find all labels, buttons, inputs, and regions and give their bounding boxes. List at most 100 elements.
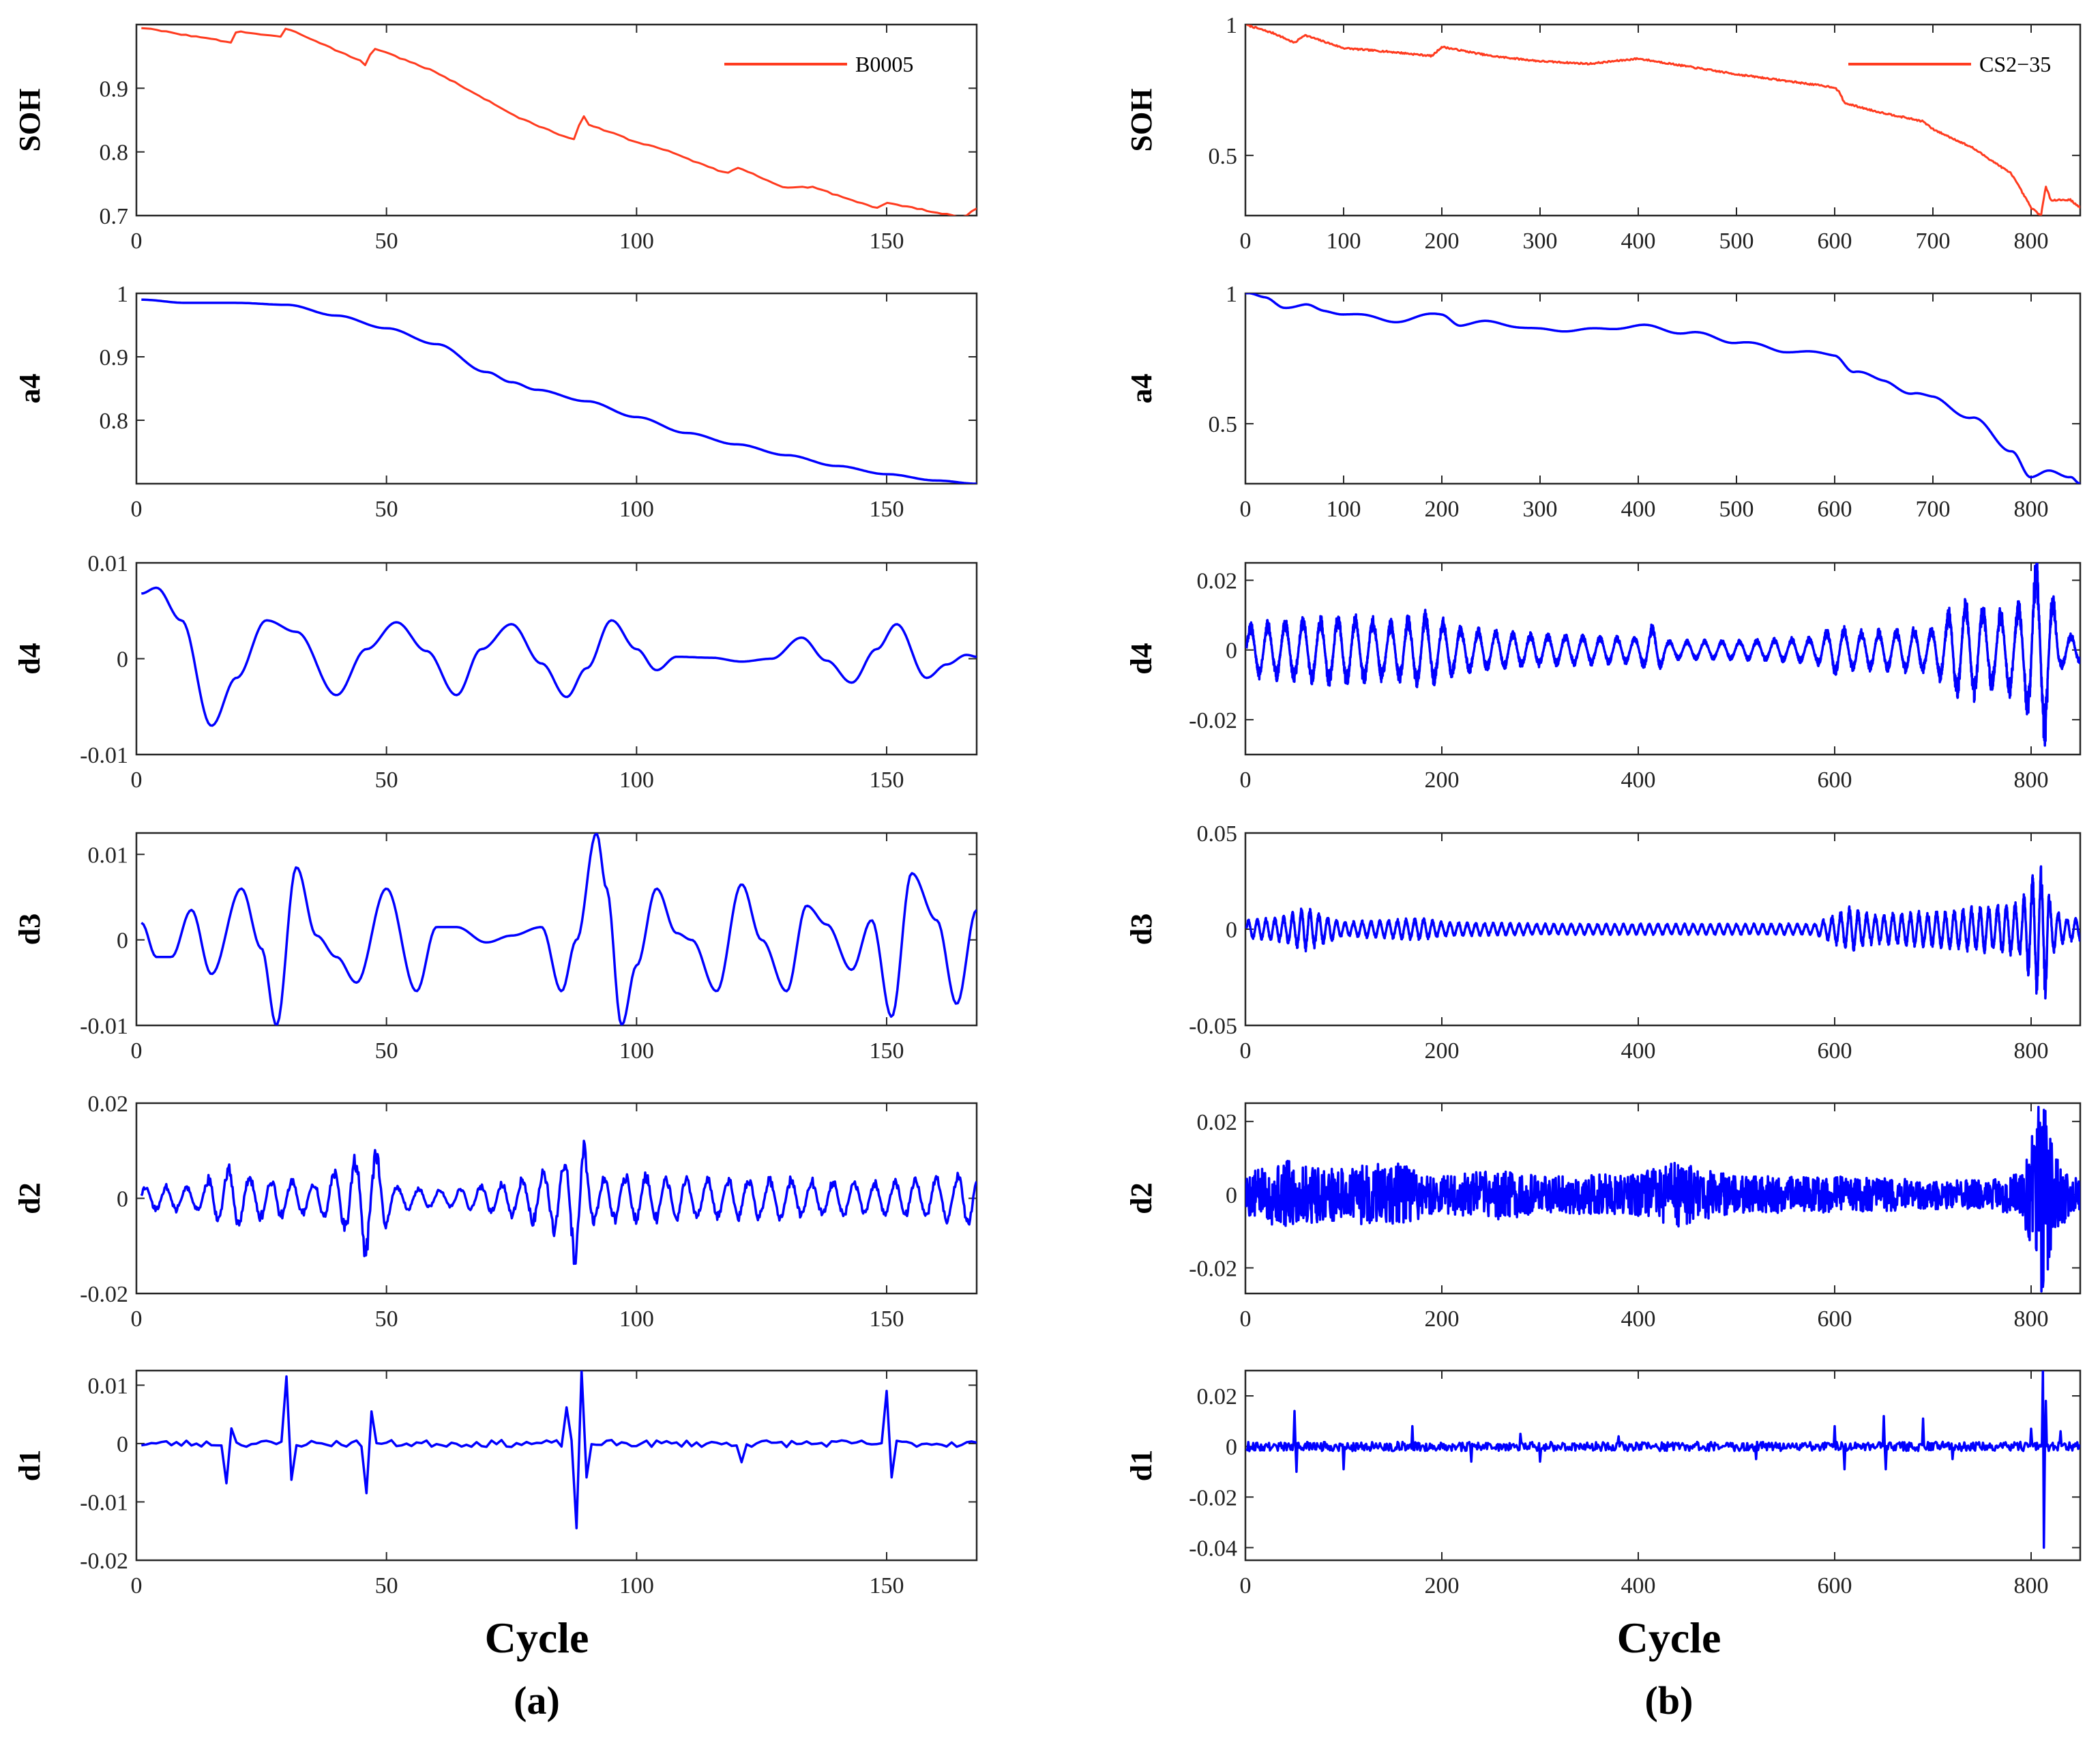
x-tick-label: 200 [1425,1038,1460,1064]
x-tick-label: 800 [2014,1306,2049,1332]
subplot-a4-a: 0 50 100 150 0.8 0.9 1 a4 [13,282,978,522]
x-tick-label: 400 [1621,1038,1656,1064]
x-tick-label: 100 [619,1306,654,1332]
y-tick-label: -0.02 [80,1549,128,1574]
series-line-a4 [141,298,977,484]
x-tick-label: 600 [1818,1573,1852,1598]
x-tick-label: 400 [1621,229,1656,254]
y-tick-label: -0.01 [80,1014,128,1039]
y-axis-label: SOH [1125,89,1158,152]
x-tick-label: 600 [1818,768,1852,793]
x-tick-label: 700 [1916,497,1951,522]
x-tick-label: 100 [1327,497,1361,522]
legend-label: CS2−35 [1979,52,2051,76]
x-tick-label: 800 [2014,229,2049,254]
x-tick-label: 200 [1425,768,1460,793]
legend: CS2−35 [1848,52,2051,76]
axes-box [135,561,978,756]
axes-box [135,1102,978,1295]
axes-box [1244,832,2082,1027]
series-line-a4 [1245,293,2080,484]
x-tick-label: 300 [1523,497,1558,522]
y-axis-label: d4 [1125,643,1158,674]
subplot-soh-a: 0 50 100 150 0.7 0.8 0.9 SOH B0005 [13,23,978,254]
x-tick-label: 400 [1621,497,1656,522]
x-tick-label: 0 [131,1573,143,1598]
subplot-d1-a: 0 50 100 150 -0.02 -0.01 0 0.01 d1 [13,1369,978,1598]
x-tick-label: 700 [1916,229,1951,254]
x-tick-label: 150 [870,768,904,793]
y-tick-label: 0 [1226,1183,1237,1208]
x-tick-label: 600 [1818,1306,1852,1332]
series-line-d3 [141,833,977,1025]
axes-box [135,1369,978,1562]
x-tick-label: 0 [131,497,143,522]
x-axis-label-cycle-a: Cycle [485,1613,589,1662]
x-tick-label: 50 [375,497,398,522]
y-tick-label: 0 [1226,1435,1237,1460]
y-axis-label: a4 [1125,374,1158,404]
x-tick-label: 0 [1240,497,1252,522]
x-tick-label: 0 [1240,1573,1252,1598]
x-axis-label-cycle-b: Cycle [1617,1613,1721,1662]
y-tick-label: 0.5 [1209,412,1238,437]
y-tick-label: 0 [117,1432,128,1457]
y-tick-label: -0.02 [1189,1485,1237,1510]
x-tick-label: 0 [131,229,143,254]
x-tick-label: 400 [1621,768,1656,793]
x-tick-label: 300 [1523,229,1558,254]
x-tick-label: 50 [375,1573,398,1598]
subplot-a4-b: 0 100 200 300 400 500 600 700 800 0.5 1 a4 [1125,282,2082,522]
x-tick-label: 100 [1327,229,1361,254]
legend: B0005 [724,52,913,76]
x-tick-label: 150 [870,497,904,522]
x-tick-label: 0 [1240,768,1252,793]
x-tick-label: 150 [870,1573,904,1598]
y-axis-label: d4 [13,643,46,674]
x-tick-label: 50 [375,1038,398,1064]
y-tick-label: -0.05 [1189,1014,1237,1039]
axes-box [1244,23,2082,217]
panel-label-b: (b) [1645,1678,1694,1723]
series-line-d2 [140,1139,977,1266]
axes-box [135,292,978,485]
y-tick-label: 0 [117,647,128,673]
y-tick-label: -0.02 [1189,1256,1237,1281]
axes-box [1244,1369,2082,1562]
y-tick-label: 0.02 [1197,1384,1238,1409]
x-tick-label: 150 [870,229,904,254]
y-tick-label: 0.8 [100,141,129,166]
y-axis-label: d3 [1125,914,1158,945]
panel-label-a: (a) [514,1678,560,1723]
x-tick-label: 150 [870,1306,904,1332]
x-tick-label: 500 [1719,497,1754,522]
series-line-d3 [1245,865,2080,1000]
axes-box [1244,292,2082,485]
x-tick-label: 0 [1240,1038,1252,1064]
y-tick-label: -0.01 [80,1490,128,1515]
x-tick-label: 50 [375,768,398,793]
y-tick-label: 0 [1226,639,1237,664]
y-tick-label: 0.8 [100,409,129,434]
y-tick-label: 0.9 [100,345,129,370]
x-tick-label: 0 [131,1038,143,1064]
subplot-d4-b: 0 200 400 600 800 -0.02 0 0.02 d4 [1125,561,2082,793]
y-tick-label: 0.01 [88,843,129,868]
x-tick-label: 200 [1425,497,1460,522]
x-tick-label: 800 [2014,497,2049,522]
y-axis-label: d3 [13,914,46,945]
y-tick-label: 0 [117,929,128,954]
x-tick-label: 50 [375,1306,398,1332]
series-line-b0005 [141,27,977,216]
x-tick-label: 800 [2014,1038,2049,1064]
y-tick-label: 0.05 [1197,821,1238,847]
x-tick-label: 200 [1425,1573,1460,1598]
series-line-d2 [1245,1105,2080,1293]
x-tick-label: 600 [1818,1038,1852,1064]
subplot-soh-b: 0 100 200 300 400 500 600 700 800 0.5 1 SOH CS2−35 [1125,13,2082,254]
legend-label: B0005 [855,52,913,76]
